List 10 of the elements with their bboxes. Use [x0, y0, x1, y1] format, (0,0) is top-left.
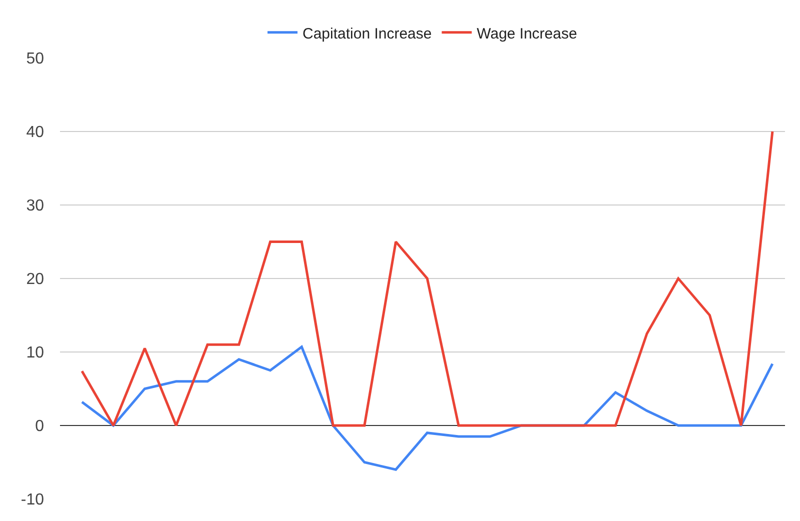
legend-label: Wage Increase — [476, 25, 578, 42]
y-tick-label: -10 — [20, 492, 44, 509]
line-series — [80, 130, 774, 427]
y-tick-label: 20 — [26, 271, 44, 288]
y-tick-label: 10 — [26, 344, 44, 362]
y-tick-label: 50 — [26, 50, 44, 68]
y-tick-label: 40 — [26, 124, 44, 142]
y-tick-label: 30 — [26, 198, 44, 215]
y-tick-label: 0 — [35, 418, 44, 436]
legend-label: Capitation Increase — [302, 25, 432, 42]
